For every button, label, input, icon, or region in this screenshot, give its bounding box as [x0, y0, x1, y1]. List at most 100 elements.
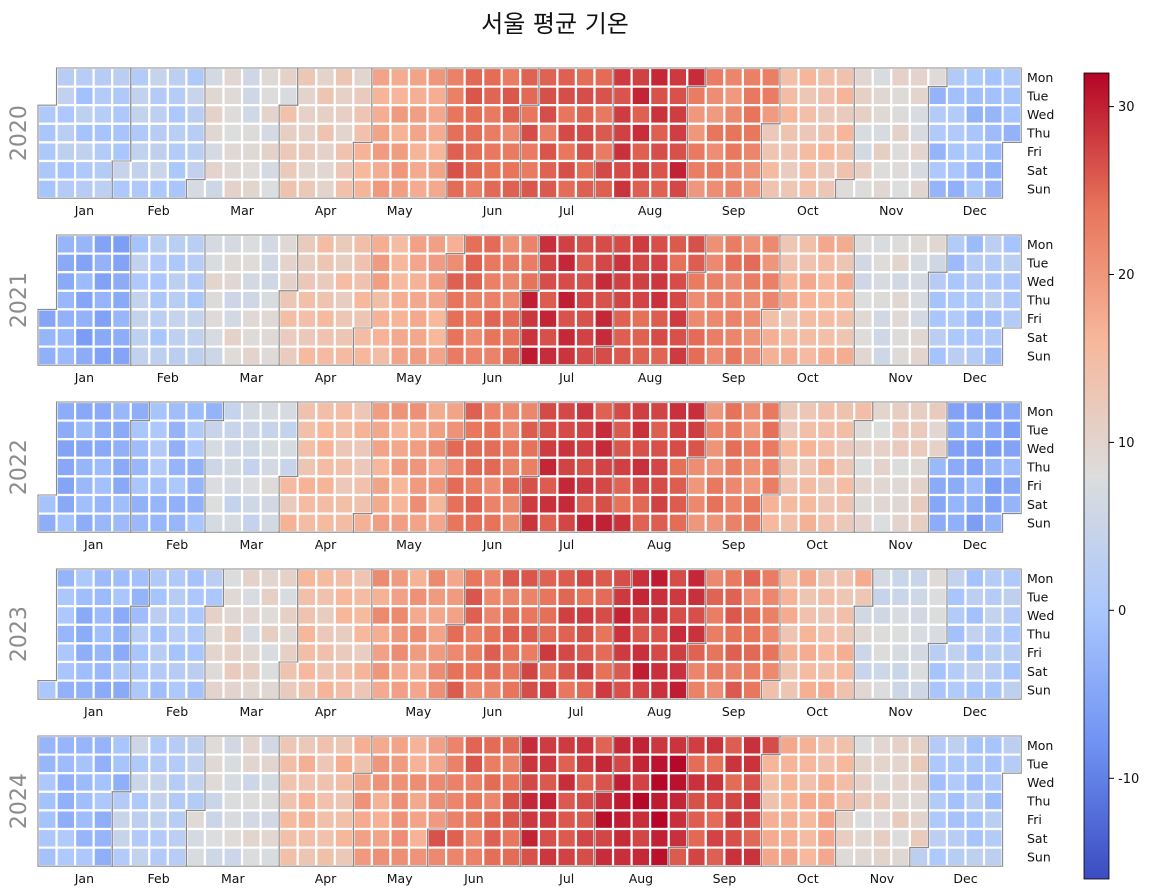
day-cell — [741, 289, 763, 311]
day-cell — [296, 493, 318, 515]
day-cell — [556, 809, 578, 831]
day-cell — [649, 122, 670, 144]
day-cell — [55, 623, 77, 645]
day-cell — [704, 846, 726, 868]
day-cell — [630, 753, 652, 775]
day-cell — [407, 289, 429, 311]
day-cell — [797, 456, 819, 478]
day-cell — [797, 493, 819, 515]
day-cell — [445, 159, 466, 181]
day-cell — [593, 642, 615, 664]
weekday-label: Mon — [1027, 237, 1053, 252]
day-cell — [871, 419, 893, 441]
day-cell — [834, 734, 856, 756]
day-cell — [964, 493, 986, 515]
day-cell — [148, 753, 169, 775]
day-cell — [278, 178, 299, 200]
day-cell — [574, 623, 596, 645]
day-cell — [296, 141, 318, 163]
day-cell — [797, 271, 819, 292]
day-cell — [73, 122, 95, 144]
year-label: 2023 — [7, 606, 32, 662]
day-cell — [445, 141, 466, 163]
day-cell — [667, 772, 689, 793]
day-cell — [111, 141, 132, 163]
day-cell — [500, 475, 522, 497]
day-cell — [537, 623, 559, 645]
day-cell — [667, 308, 689, 330]
day-cell — [537, 271, 559, 292]
day-cell — [741, 159, 763, 181]
day-cell — [445, 85, 466, 107]
day-cell — [73, 345, 95, 367]
month-label: Oct — [797, 871, 819, 886]
day-cell — [574, 456, 596, 478]
day-cell — [315, 846, 336, 868]
day-cell — [407, 475, 429, 497]
day-cell — [333, 159, 355, 181]
day-cell — [630, 159, 652, 181]
day-cell — [982, 753, 1004, 775]
day-cell — [463, 734, 485, 756]
day-cell — [222, 326, 244, 348]
day-cell — [73, 734, 95, 756]
day-cell — [463, 159, 485, 181]
day-cell — [630, 178, 652, 200]
month-border — [927, 401, 1022, 533]
day-cell — [426, 400, 448, 422]
day-cell — [426, 623, 448, 645]
day-cell — [352, 734, 374, 756]
day-cell — [890, 623, 911, 645]
day-cell — [166, 252, 188, 274]
day-cell — [92, 475, 114, 497]
day-cell — [259, 438, 281, 459]
day-cell — [203, 790, 225, 812]
day-cell — [537, 308, 559, 330]
day-cell — [73, 252, 95, 274]
day-cell — [778, 809, 800, 831]
day-cell — [111, 846, 132, 868]
day-cell — [482, 122, 503, 144]
day-cell — [593, 289, 615, 311]
day-cell — [908, 159, 930, 181]
day-cell — [890, 159, 911, 181]
day-cell — [611, 178, 633, 200]
day-cell — [834, 66, 856, 88]
day-cell — [315, 642, 336, 664]
day-cell — [259, 178, 281, 200]
day-cell — [537, 104, 559, 125]
day-cell — [148, 605, 169, 626]
day-cell — [482, 846, 503, 868]
day-cell — [1001, 66, 1023, 88]
day-cell — [704, 493, 726, 515]
day-cell — [482, 456, 503, 478]
day-cell — [445, 567, 466, 589]
day-cell — [500, 271, 522, 292]
day-cell — [630, 809, 652, 831]
day-cell — [426, 456, 448, 478]
day-cell — [370, 141, 392, 163]
day-cell — [630, 475, 652, 497]
day-cell — [166, 400, 188, 422]
day-cell — [296, 159, 318, 181]
day-cell — [185, 252, 207, 274]
day-cell — [73, 456, 95, 478]
day-cell — [55, 159, 77, 181]
day-cell — [259, 233, 281, 255]
day-cell — [240, 846, 262, 868]
day-cell — [611, 827, 633, 849]
day-cell — [482, 141, 503, 163]
day-cell — [166, 809, 188, 831]
day-cell — [723, 772, 744, 793]
day-cell — [556, 790, 578, 812]
day-cell — [778, 159, 800, 181]
day-cell — [797, 660, 819, 682]
day-cell — [611, 512, 633, 534]
day-cell — [73, 475, 95, 497]
day-cell — [927, 345, 949, 367]
day-cell — [352, 623, 374, 645]
weekday-label: Mon — [1027, 404, 1053, 419]
day-cell — [741, 122, 763, 144]
day-cell — [389, 642, 411, 664]
day-cell — [686, 345, 707, 367]
